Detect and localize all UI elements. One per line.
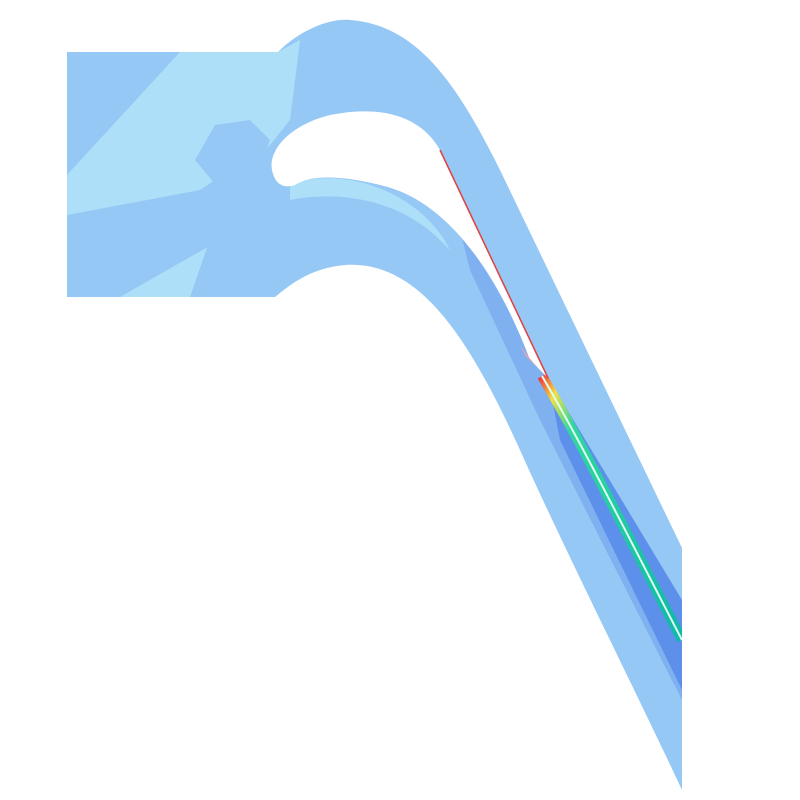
mid-region: [67, 170, 260, 297]
light-region: [290, 178, 450, 250]
mid-region: [195, 120, 270, 190]
blade-edge: [439, 149, 549, 379]
blade: [271, 111, 548, 378]
wake-core: [541, 375, 682, 641]
